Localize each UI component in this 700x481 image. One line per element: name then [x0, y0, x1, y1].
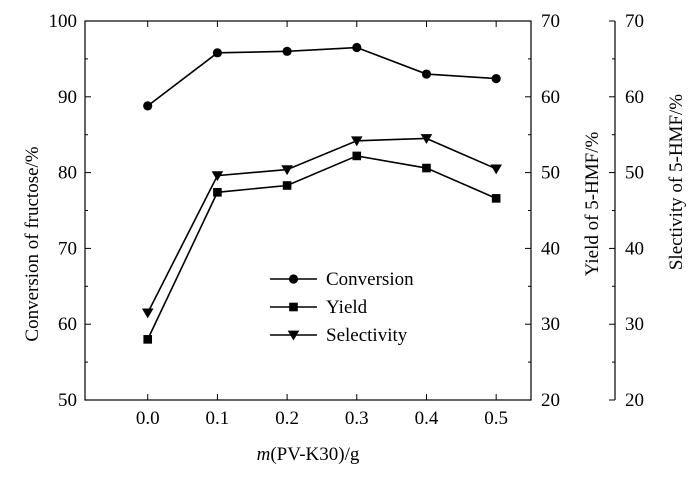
x-axis-title: m(PV-K30)/g: [257, 444, 360, 465]
x-axis-title-rest: (PV-K30)/g: [270, 444, 360, 465]
data-point-conversion: [421, 69, 432, 79]
y-right-tick-label: 30: [541, 314, 560, 335]
data-point-selectivity: [211, 171, 224, 182]
legend-label-selectivity: Selectivity: [326, 325, 408, 346]
y-right-tick-label: 50: [541, 163, 560, 184]
data-point-selectivity: [281, 165, 293, 176]
series-line-selectivity: [147, 137, 497, 314]
y-left-tick-label: 80: [58, 163, 77, 184]
data-point-conversion: [212, 48, 223, 58]
data-point-yield: [213, 188, 222, 197]
legend-label-conversion: Conversion: [326, 269, 414, 290]
ticks: 0.0 0.1 0.2 0.3 0.4 0.5 50 60 70 80 90 100 20 30 40 50 6…: [49, 11, 645, 429]
y-right2-tick-label: 70: [625, 11, 644, 32]
y-right-tick-label: 20: [541, 390, 560, 411]
y-left-axis-title: Conversion of fructose/%: [22, 146, 43, 341]
x-axis-title-italic: m: [257, 444, 271, 465]
series-line-conversion: [147, 46, 497, 107]
y-left-tick-label: 60: [58, 314, 77, 335]
legend-marker-yield: [289, 302, 298, 312]
y-right2-tick-label: 20: [625, 390, 644, 411]
data-point-yield: [352, 151, 362, 161]
y-right-axis-title: Yield of 5-HMF/%: [582, 132, 603, 277]
data-point-conversion: [143, 101, 153, 111]
series: [141, 42, 502, 344]
data-point-yield: [282, 181, 292, 190]
data-point-yield: [491, 194, 501, 203]
y-right2-tick-label: 50: [625, 163, 644, 184]
y-right2-tick-label: 60: [625, 87, 644, 108]
legend-label-yield: Yield: [326, 297, 368, 318]
y-left-tick-label: 100: [49, 11, 78, 32]
x-tick-label: 0.0: [136, 408, 160, 429]
legend-marker-conversion: [288, 274, 299, 284]
y-left-tick-label: 70: [58, 238, 77, 259]
data-point-selectivity: [490, 164, 502, 175]
data-point-selectivity: [420, 134, 433, 144]
y-right-tick-label: 60: [541, 87, 560, 108]
x-tick-label: 0.1: [206, 408, 230, 429]
x-tick-label: 0.3: [345, 408, 369, 429]
x-tick-label: 0.2: [275, 408, 299, 429]
y-left-tick-label: 90: [58, 87, 77, 108]
data-point-selectivity: [350, 136, 363, 147]
series-line-yield: [146, 155, 497, 340]
legend: Conversion Yield Selectivity: [270, 269, 414, 346]
y-left-tick-label: 50: [58, 390, 77, 411]
data-point-conversion: [352, 42, 362, 53]
y-right2-axis-title: Slectivity of 5-HMF/%: [666, 94, 687, 270]
data-point-selectivity: [141, 308, 154, 319]
x-tick-label: 0.5: [484, 408, 508, 429]
data-point-conversion: [282, 46, 292, 56]
data-point-yield: [422, 163, 431, 173]
y-right2-tick-label: 30: [625, 314, 644, 335]
legend-marker-selectivity: [287, 330, 300, 341]
y-right-tick-label: 70: [541, 11, 560, 32]
y-right-tick-label: 40: [541, 238, 560, 259]
x-tick-label: 0.4: [415, 408, 439, 429]
y-right2-tick-label: 40: [625, 238, 644, 259]
data-point-conversion: [491, 74, 501, 84]
data-point-yield: [143, 335, 153, 344]
